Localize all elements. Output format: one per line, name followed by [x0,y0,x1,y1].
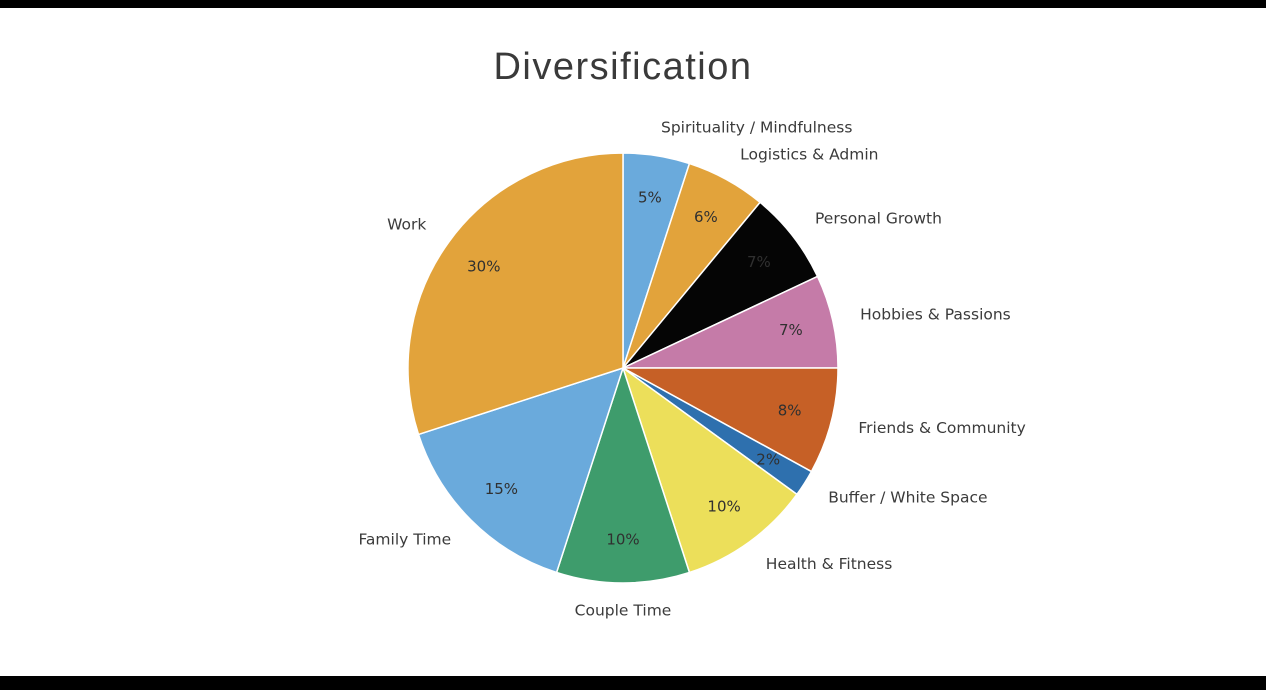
slice-label-logistics-admin: Logistics & Admin [740,146,878,164]
slice-label-hobbies-passions: Hobbies & Passions [860,306,1011,324]
slice-percent-health-fitness: 10% [707,498,740,516]
slice-percent-work: 30% [467,257,500,275]
pie-slice-friends-community [622,367,839,473]
pie-slice-family-time [417,367,624,574]
slice-percent-spirituality-mindfulness: 5% [638,189,662,207]
pie-slice-work [407,152,624,436]
top-border-bar [0,0,1266,8]
slice-label-friends-community: Friends & Community [858,419,1025,437]
pie-slice-health-fitness [622,367,798,574]
slice-label-buffer-white-space: Buffer / White Space [828,489,987,507]
slice-label-work: Work [387,216,426,234]
slice-label-couple-time: Couple Time [575,602,672,620]
slice-label-health-fitness: Health & Fitness [766,555,893,573]
chart-title: Diversification [493,46,753,88]
slice-percent-logistics-admin: 6% [694,208,718,226]
pie-slice-couple-time [555,367,691,584]
slice-percent-friends-community: 8% [778,401,802,419]
bottom-border-bar [0,676,1266,690]
slice-percent-couple-time: 10% [606,531,639,549]
slice-label-personal-growth: Personal Growth [815,210,942,228]
slice-percent-family-time: 15% [485,480,518,498]
slice-label-family-time: Family Time [358,530,451,548]
slice-percent-buffer-white-space: 2% [756,451,780,469]
slice-percent-hobbies-passions: 7% [779,321,803,339]
slice-label-spirituality-mindfulness: Spirituality / Mindfulness [661,119,852,137]
slice-percent-personal-growth: 7% [747,253,771,271]
